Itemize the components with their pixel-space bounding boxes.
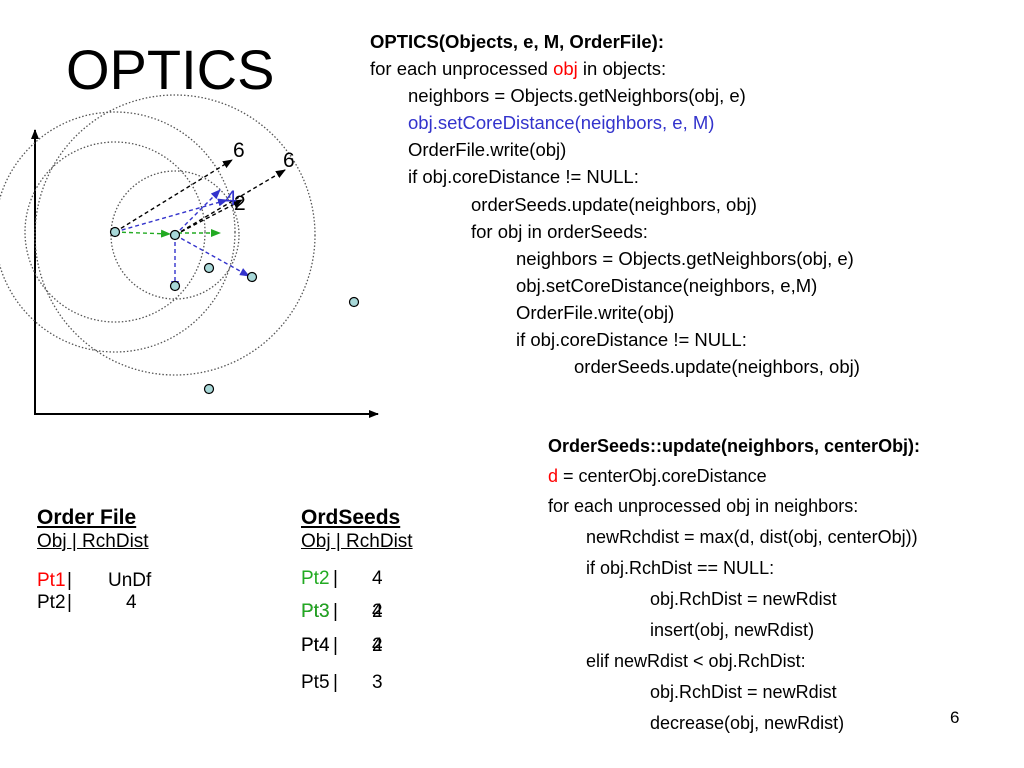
code-line: orderSeeds.update(neighbors, obj) [471,194,757,215]
code-line: if obj.RchDist == NULL: [586,558,775,578]
order-file-obj: Pt2 [37,592,66,613]
code-line: d = centerObj.coreDistance [548,461,767,491]
neighborhood-circle-pt2 [34,94,316,376]
code-line: for each unprocessed obj in neighbors: [548,496,859,516]
order-file-heading: Order File [37,506,137,529]
neighborhood-circle-pt1 [0,111,236,353]
code-text: in objects: [577,58,667,79]
code-text: for each unprocessed [370,58,554,79]
ord-seeds-dist-overlay: 2 [372,635,383,656]
code-d-highlight: d [548,466,559,486]
ord-seeds-sep: | [333,635,338,656]
ord-seeds-dist: 2 [372,601,383,622]
data-point [169,229,181,241]
order-file-obj: Pt1 [37,570,66,591]
optics-signature: OPTICS(Objects, e, M, OrderFile): [370,31,664,52]
ord-seeds-obj: Pt4 [301,635,330,656]
code-line: insert(obj, newRdist) [650,620,815,640]
ord-seeds-obj: Pt2 [301,568,330,589]
ord-seeds-dist: 4 [372,568,383,589]
arrow-to-pt5 [174,189,221,236]
code-line: for each unprocessed obj in objects: [370,55,666,82]
ord-seeds-obj: Pt5 [301,672,330,693]
ord-seeds-heading: OrdSeeds [301,506,401,529]
data-point [203,262,215,274]
code-line: for obj in orderSeeds: [471,221,648,242]
code-line: newRchdist = max(d, dist(obj, centerObj)… [586,527,918,547]
ord-seeds-sep: | [333,568,338,589]
label-reach-2: 2 [234,192,246,215]
data-point [109,226,121,238]
code-line-highlight: obj.setCoreDistance(neighbors, e, M) [408,112,715,133]
code-line: neighbors = Objects.getNeighbors(obj, e) [408,85,746,106]
arrow-core-dist-pt2 [174,169,286,236]
order-file-sep: | [67,592,72,613]
code-line: OrderFile.write(obj) [408,139,567,160]
order-file-sep: | [67,570,72,591]
arrow-reach-2 [174,199,243,236]
arrow-core-dist-pt1 [114,159,233,233]
code-line: if obj.coreDistance != NULL: [408,166,639,187]
arrow-pt1-to-pt2 [114,229,171,238]
code-text: = centerObj.coreDistance [558,466,767,486]
order-file-dist: UnDf [108,570,152,591]
ord-seeds-obj: Pt3 [301,601,330,622]
ord-seeds-sep: | [333,601,338,622]
code-line: obj.RchDist = newRdist [650,589,837,609]
ord-seeds-sep: | [333,672,338,693]
data-point [203,383,215,395]
code-line: OrderFile.write(obj) [516,302,675,323]
ord-seeds-columns: Obj | RchDist [301,531,413,552]
label-core-6-a: 6 [233,139,245,162]
code-line: obj.RchDist = newRdist [650,682,837,702]
data-point [246,271,258,283]
label-reach-4: 4 [225,187,237,210]
code-line: orderSeeds.update(neighbors, obj) [574,356,860,377]
order-file-dist: 4 [126,592,137,613]
order-file-columns: Obj | RchDist [37,531,149,552]
arrow-to-pt4 [174,234,250,277]
data-point [348,296,360,308]
update-signature: OrderSeeds::update(neighbors, centerObj)… [548,436,921,456]
code-line: if obj.coreDistance != NULL: [516,329,747,350]
arrow-reach-4 [114,198,228,233]
ord-seeds-dist: 3 [372,672,383,693]
code-obj-highlight: obj [553,58,578,79]
slide-title: OPTICS [66,38,275,101]
code-line: obj.setCoreDistance(neighbors, e,M) [516,275,818,296]
ord-seeds-dist-overlay: 4 [372,601,383,622]
code-line: elif newRdist < obj.RchDist: [586,651,806,671]
page-number: 6 [950,708,960,727]
label-core-6-b: 6 [283,149,295,172]
core-circle-pt1 [24,141,206,323]
code-line: neighbors = Objects.getNeighbors(obj, e) [516,248,854,269]
ord-seeds-dist: 4 [372,635,383,656]
data-point [169,280,181,292]
ord-seeds-obj-overlay: Pt3 [301,601,330,622]
code-line: decrease(obj, newRdist) [650,713,845,733]
ord-seeds-obj-overlay: Pt4 [301,635,330,656]
